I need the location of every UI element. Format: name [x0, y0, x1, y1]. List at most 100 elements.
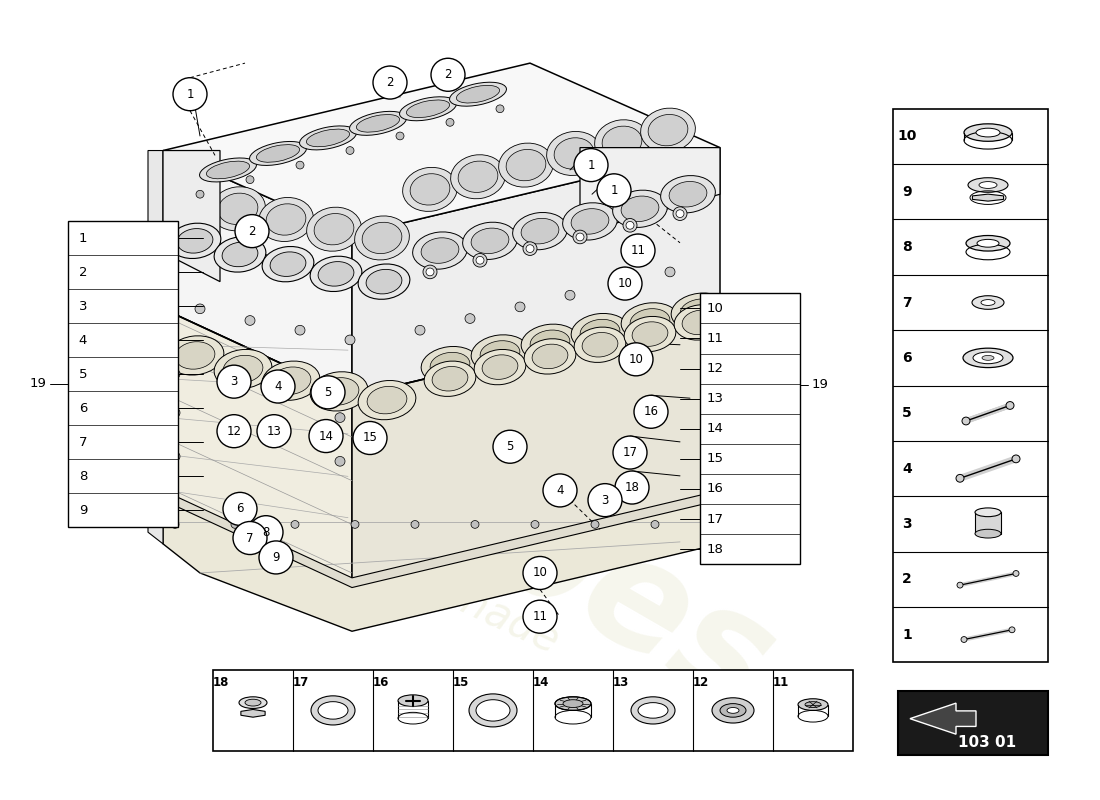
Ellipse shape	[315, 214, 354, 245]
Ellipse shape	[410, 174, 450, 205]
Circle shape	[152, 455, 164, 467]
Text: 5: 5	[324, 386, 332, 399]
Circle shape	[396, 132, 404, 140]
Text: 2: 2	[249, 225, 255, 238]
Ellipse shape	[532, 344, 568, 369]
Circle shape	[296, 162, 304, 169]
Ellipse shape	[456, 86, 499, 103]
Circle shape	[588, 484, 621, 517]
Circle shape	[257, 414, 292, 448]
Ellipse shape	[256, 145, 299, 162]
Text: 2: 2	[902, 572, 912, 586]
Circle shape	[309, 419, 343, 453]
Ellipse shape	[798, 698, 828, 710]
Ellipse shape	[648, 114, 688, 146]
Circle shape	[235, 214, 270, 248]
Text: 15: 15	[453, 676, 470, 690]
Ellipse shape	[621, 302, 679, 340]
Circle shape	[565, 290, 575, 300]
Ellipse shape	[311, 696, 355, 725]
Text: 12: 12	[693, 676, 710, 690]
Polygon shape	[163, 490, 720, 587]
Ellipse shape	[602, 126, 642, 158]
Text: 17: 17	[623, 446, 638, 459]
Text: 18: 18	[706, 542, 724, 556]
Text: 1: 1	[610, 184, 618, 197]
Text: 11: 11	[773, 676, 789, 690]
Text: 9: 9	[79, 504, 87, 517]
Circle shape	[246, 176, 254, 183]
Ellipse shape	[458, 161, 498, 193]
Circle shape	[1012, 455, 1020, 462]
Ellipse shape	[469, 694, 517, 727]
Ellipse shape	[632, 322, 668, 346]
Text: 11: 11	[532, 610, 548, 623]
Ellipse shape	[169, 223, 221, 258]
Circle shape	[961, 637, 967, 642]
Ellipse shape	[571, 314, 629, 351]
Circle shape	[608, 267, 642, 300]
Circle shape	[711, 521, 719, 528]
Circle shape	[431, 58, 465, 91]
Ellipse shape	[398, 695, 428, 706]
Text: 4: 4	[902, 462, 912, 475]
Ellipse shape	[506, 150, 546, 181]
Ellipse shape	[574, 327, 626, 362]
Circle shape	[152, 480, 164, 491]
Text: 3: 3	[902, 517, 912, 531]
Circle shape	[496, 105, 504, 113]
Ellipse shape	[521, 324, 579, 362]
Text: 19: 19	[30, 377, 46, 390]
Text: 1: 1	[902, 628, 912, 642]
Ellipse shape	[318, 262, 354, 286]
Bar	[213, 670, 852, 750]
Circle shape	[373, 66, 407, 99]
Ellipse shape	[177, 229, 213, 253]
Ellipse shape	[563, 700, 583, 707]
Text: 11: 11	[706, 332, 724, 345]
Circle shape	[526, 245, 534, 253]
Circle shape	[471, 521, 478, 528]
Ellipse shape	[476, 700, 510, 721]
Polygon shape	[163, 309, 352, 582]
Circle shape	[626, 222, 634, 229]
Circle shape	[956, 474, 964, 482]
Ellipse shape	[640, 108, 695, 152]
Ellipse shape	[968, 178, 1008, 192]
Ellipse shape	[805, 702, 821, 707]
Circle shape	[591, 521, 600, 528]
Ellipse shape	[366, 270, 402, 294]
Ellipse shape	[163, 172, 218, 216]
Circle shape	[346, 146, 354, 154]
Circle shape	[152, 426, 164, 438]
Ellipse shape	[727, 707, 739, 714]
Text: 15: 15	[363, 431, 377, 445]
Circle shape	[651, 521, 659, 528]
Polygon shape	[975, 298, 1002, 307]
Text: 17: 17	[706, 513, 724, 526]
Circle shape	[426, 268, 434, 276]
Text: 10: 10	[617, 277, 632, 290]
Circle shape	[336, 457, 345, 466]
Text: 1: 1	[79, 232, 87, 245]
Bar	[68, 222, 178, 527]
Circle shape	[411, 521, 419, 528]
Circle shape	[473, 254, 487, 267]
Text: 7: 7	[246, 531, 254, 545]
Circle shape	[353, 422, 387, 454]
Text: 2: 2	[79, 266, 87, 279]
Ellipse shape	[513, 213, 568, 250]
Bar	[898, 691, 1048, 754]
Text: 14: 14	[319, 430, 333, 442]
Ellipse shape	[430, 352, 470, 378]
Ellipse shape	[621, 196, 659, 222]
Ellipse shape	[356, 114, 399, 132]
Circle shape	[196, 190, 204, 198]
Polygon shape	[163, 63, 720, 235]
Text: 16: 16	[644, 406, 659, 418]
Circle shape	[531, 521, 539, 528]
Ellipse shape	[451, 154, 505, 198]
Ellipse shape	[299, 126, 356, 150]
Ellipse shape	[547, 131, 602, 175]
Polygon shape	[163, 495, 720, 631]
